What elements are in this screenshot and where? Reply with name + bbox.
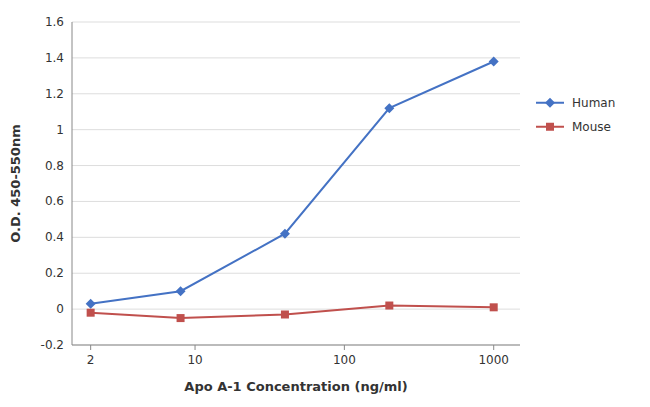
y-axis-line	[72, 22, 73, 345]
grid-line	[72, 129, 520, 130]
x-tick	[90, 345, 91, 350]
chart: -0.2 0 0.2 0.4 0.6 0.8 1 1.2 1.4 1.6 2 10 100 1000 Apo…	[0, 0, 650, 407]
y-tick-label: 0	[56, 302, 64, 316]
legend-marker	[545, 98, 555, 108]
grid-line	[72, 201, 520, 202]
grid-line	[72, 345, 520, 346]
point	[177, 314, 185, 322]
y-tick-label: 0.2	[45, 266, 64, 280]
point	[87, 309, 95, 317]
x-tick-label: 10	[187, 353, 202, 367]
x-tick	[344, 345, 345, 350]
grid-line	[72, 57, 520, 58]
x-tick-label: 100	[333, 353, 356, 367]
grid-line	[72, 93, 520, 94]
x-tick	[195, 345, 196, 350]
x-axis-line	[72, 345, 520, 346]
x-tick	[493, 345, 494, 350]
y-tick-label: 1.4	[45, 51, 64, 65]
point	[490, 303, 498, 311]
grid-line	[72, 165, 520, 166]
y-tick-label: 1.2	[45, 87, 64, 101]
series-line	[91, 61, 494, 303]
point	[384, 103, 394, 113]
point	[176, 286, 186, 296]
series	[86, 56, 499, 308]
y-tick-label: 0.4	[45, 230, 64, 244]
point	[281, 310, 289, 318]
y-tick-label: 1	[56, 123, 64, 137]
point	[86, 299, 96, 309]
legend-marker	[546, 123, 554, 131]
series-line	[91, 306, 494, 319]
point	[489, 56, 499, 66]
grid-line	[72, 237, 520, 238]
y-tick-label: 0.6	[45, 194, 64, 208]
grid-line	[72, 22, 520, 23]
legend: Human Mouse	[536, 96, 615, 134]
x-tick-label: 1000	[478, 353, 509, 367]
y-tick-label: 1.6	[45, 15, 64, 29]
y-tick-label: 0.8	[45, 159, 64, 173]
x-tick-label: 2	[87, 353, 95, 367]
y-tick-label: -0.2	[41, 338, 64, 352]
legend-label: Human	[572, 96, 615, 110]
point	[385, 302, 393, 310]
point	[280, 229, 290, 239]
y-axis-label: O.D. 450-550nm	[8, 124, 23, 242]
series	[87, 302, 498, 323]
grid-line	[72, 309, 520, 310]
legend-label: Mouse	[572, 120, 611, 134]
x-axis-label: Apo A-1 Concentration (ng/ml)	[184, 379, 407, 394]
grid	[72, 22, 520, 345]
plot-area	[86, 56, 499, 322]
grid-line	[72, 273, 520, 274]
